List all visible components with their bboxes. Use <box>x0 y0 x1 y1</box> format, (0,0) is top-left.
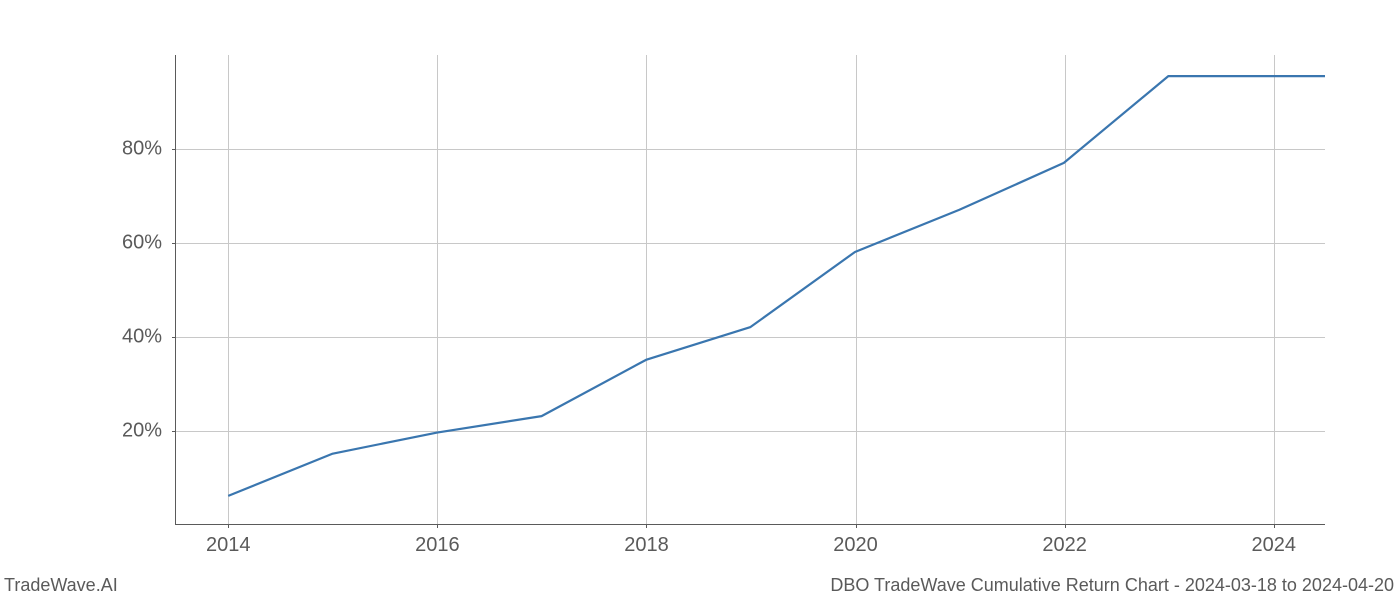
plot-area: 201420162018202020222024 20%40%60%80% <box>175 55 1325 525</box>
x-tick <box>228 524 229 528</box>
line-series <box>176 55 1325 524</box>
x-tick-label: 2020 <box>833 534 878 557</box>
x-tick-label: 2022 <box>1042 534 1087 557</box>
chart-container: 201420162018202020222024 20%40%60%80% <box>175 55 1325 525</box>
x-tick <box>1065 524 1066 528</box>
y-tick-label: 20% <box>122 420 162 443</box>
x-tick-label: 2024 <box>1251 534 1296 557</box>
x-tick <box>437 524 438 528</box>
x-tick-label: 2014 <box>206 534 251 557</box>
x-tick <box>856 524 857 528</box>
footer-left-text: TradeWave.AI <box>4 575 118 596</box>
x-tick-label: 2016 <box>415 534 460 557</box>
x-tick-label: 2018 <box>624 534 669 557</box>
y-tick-label: 80% <box>122 138 162 161</box>
data-line <box>228 76 1325 496</box>
y-tick-label: 40% <box>122 326 162 349</box>
footer-right-text: DBO TradeWave Cumulative Return Chart - … <box>830 575 1394 596</box>
x-tick <box>646 524 647 528</box>
y-tick-label: 60% <box>122 232 162 255</box>
x-tick <box>1274 524 1275 528</box>
